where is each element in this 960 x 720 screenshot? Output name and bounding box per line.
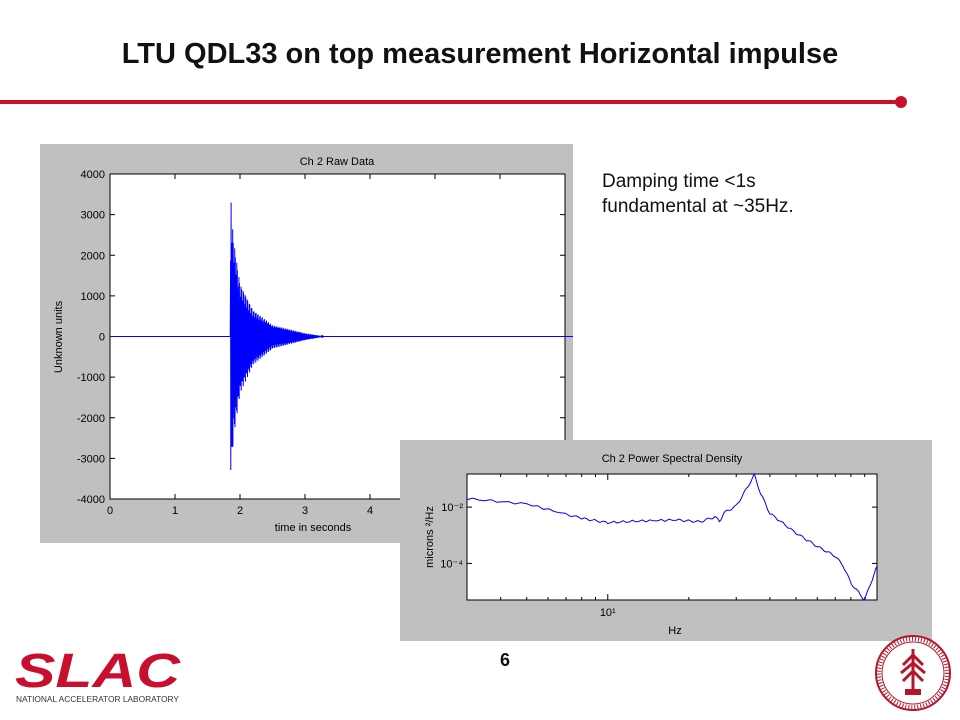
raw-x-tick-label: 3 <box>302 505 308 517</box>
psd-axis-ticks: 10¹ 10⁻² 10⁻⁴ <box>440 474 877 619</box>
raw-x-tick-label: 0 <box>107 505 113 517</box>
raw-y-tick-label: 4000 <box>81 169 105 181</box>
raw-data-series-line <box>110 202 573 471</box>
raw-y-tick-label: -2000 <box>77 413 105 425</box>
psd-y-tick-label: 10⁻² <box>441 502 463 514</box>
slac-logo: SLAC NATIONAL ACCELERATOR LABORATORY <box>15 645 185 710</box>
annotation-note: Damping time <1s fundamental at ~35Hz. <box>602 169 794 219</box>
psd-y-axis-label: microns ²/Hz <box>424 506 436 568</box>
psd-y-tick-label: 10⁻⁴ <box>440 558 463 570</box>
raw-y-tick-label: 1000 <box>81 291 105 303</box>
raw-chart-title: Ch 2 Raw Data <box>300 156 375 168</box>
raw-y-tick-label: -4000 <box>77 494 105 506</box>
raw-y-tick-label: 3000 <box>81 210 105 222</box>
raw-x-axis-label: time in seconds <box>275 522 352 534</box>
raw-x-tick-label: 4 <box>367 505 373 517</box>
psd-chart-title: Ch 2 Power Spectral Density <box>602 453 743 465</box>
note-line-damping: Damping time <1s <box>602 171 756 192</box>
raw-x-tick-label: 2 <box>237 505 243 517</box>
page-number: 6 <box>499 650 510 670</box>
slide-title: LTU QDL33 on top measurement Horizontal … <box>121 38 839 70</box>
slac-logo-subtitle: NATIONAL ACCELERATOR LABORATORY <box>16 694 179 704</box>
psd-x-tick-label: 10¹ <box>600 607 616 619</box>
title-rule <box>0 100 900 104</box>
title-rule-dot <box>895 96 907 108</box>
psd-chart-panel: Ch 2 Power Spectral Density Hz microns ²… <box>400 440 932 641</box>
psd-chart: Ch 2 Power Spectral Density Hz microns ²… <box>424 453 878 637</box>
raw-y-axis-label: Unknown units <box>53 300 65 373</box>
psd-plot-area <box>466 473 878 601</box>
psd-series-line <box>466 472 878 601</box>
raw-y-tick-label: -1000 <box>77 372 105 384</box>
psd-x-axis-label: Hz <box>668 625 681 637</box>
stanford-seal <box>873 633 953 718</box>
raw-x-tick-label: 1 <box>172 505 178 517</box>
raw-data-chart-panel: Ch 2 Raw Data time in seconds Unknown un… <box>40 144 573 543</box>
raw-y-tick-label: 0 <box>99 332 105 344</box>
raw-y-tick-label: 2000 <box>81 250 105 262</box>
note-line-fundamental: fundamental at ~35Hz. <box>602 196 794 217</box>
raw-y-tick-label: -3000 <box>77 453 105 465</box>
slac-logo-text: SLAC <box>15 645 182 698</box>
